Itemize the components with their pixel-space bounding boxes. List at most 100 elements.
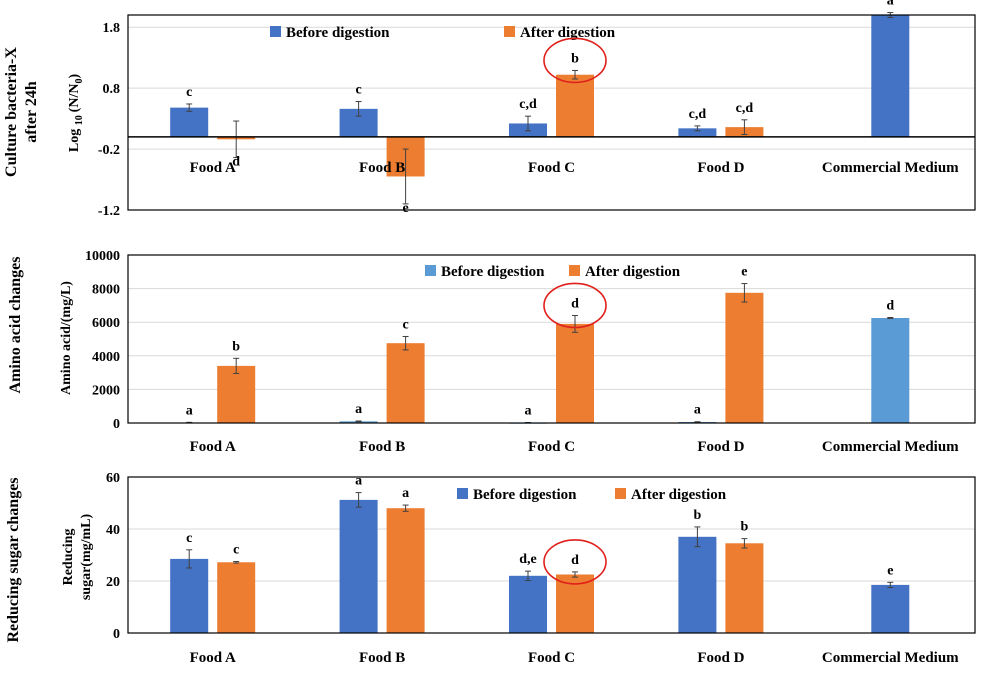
y-axis-label-base: Log [67, 129, 82, 152]
bar-before-0 [170, 558, 209, 633]
y-tick-labels: 0 20 40 60 [106, 471, 120, 642]
category-label: Food C [528, 650, 575, 666]
significance-letter: c,d [736, 101, 754, 116]
plot-frame [127, 14, 976, 211]
highlight-circle [543, 539, 607, 585]
plot-frame [127, 476, 976, 634]
legend-label-before: Before digestion [473, 487, 577, 503]
y-tick-label: 2000 [92, 383, 120, 398]
category-label: Food C [528, 160, 575, 176]
significance-letter: e [402, 201, 408, 216]
y-axis-label-sub1: 10 [74, 115, 85, 125]
y-tick-labels: 0 2000 4000 6000 8000 10000 [85, 249, 120, 432]
row-label-culture-line1: Culture bacteria-X [3, 47, 20, 177]
y-axis-label-sub2: 0 [74, 79, 85, 84]
significance-letter: c [402, 317, 408, 332]
category-label: Food D [697, 650, 744, 666]
significance-letter: d [232, 155, 240, 170]
legend-swatch-after [569, 265, 580, 276]
y-axis-label-line1: Reducing [61, 529, 76, 586]
legend-label-after: After digestion [585, 264, 681, 280]
significance-letter: a [694, 403, 701, 418]
bar-before-3 [678, 128, 717, 137]
category-label: Food B [359, 439, 405, 455]
significance-letter: d [571, 553, 579, 568]
bar-after-2 [556, 323, 594, 423]
bar-after-1 [386, 508, 425, 633]
significance-letter: c [233, 543, 239, 558]
significance-letter: c [186, 531, 192, 546]
legend: Before digestion After digestion [457, 487, 727, 503]
category-label: Commercial Medium [822, 160, 959, 176]
legend-label-before: Before digestion [286, 25, 390, 41]
significance-letter: b [741, 520, 749, 535]
legend: Before digestion After digestion [425, 264, 681, 280]
y-axis-label: Log 10 (N/N0) [67, 74, 85, 153]
bars [170, 499, 910, 633]
significance-letter: c,d [519, 97, 537, 112]
bar-before-2 [509, 575, 547, 633]
significance-letter: b [571, 51, 579, 66]
category-labels: Food A Food B Food C Food D Commercial Mediu… [190, 650, 960, 666]
y-tick-label: 1.8 [103, 21, 121, 36]
legend: Before digestion After digestion [270, 25, 616, 41]
category-label: Food D [697, 439, 744, 455]
error-bars [186, 492, 894, 588]
category-label: Commercial Medium [822, 650, 959, 666]
category-label: Food D [697, 160, 744, 176]
significance-letter: e [741, 265, 747, 280]
row-label-amino: Amino acid changes [7, 257, 24, 394]
y-tick-label: 6000 [92, 316, 120, 331]
legend-swatch-after [504, 26, 515, 37]
bar-before-3 [678, 536, 717, 633]
y-tick-label: 40 [106, 523, 120, 538]
category-label: Food A [190, 439, 236, 455]
category-labels: Food A Food B Food C Food D Commercial Mediu… [190, 439, 960, 455]
legend-label-after: After digestion [631, 487, 727, 503]
bar-after-1 [386, 343, 425, 423]
chart-panel-reducing-sugar: 0 20 40 60 Food A Food B Food C Food D Commerci… [61, 471, 976, 666]
bar-before-4 [871, 15, 910, 137]
significance-letter: c,d [689, 107, 707, 122]
chart-panel-culture: 1.8 0.8 -0.2 -1.2 Food A Food B Food C Food D C… [67, 0, 976, 219]
row-label-sugar: Reducing sugar changes [5, 477, 22, 642]
significance-letter: a [186, 403, 193, 418]
y-tick-label: -1.2 [98, 204, 120, 219]
y-axis-label-end: ) [67, 74, 82, 79]
bar-before-1 [339, 499, 378, 633]
legend-swatch-after [615, 488, 626, 499]
significance-letter: e [887, 563, 893, 578]
significance-letters: a a a a d b c d e [186, 265, 895, 419]
legend-label-before: Before digestion [441, 264, 545, 280]
significance-letters: c c c,d c,d a d e b c,d [186, 0, 894, 216]
legend-swatch-before [457, 488, 468, 499]
bar-after-0 [217, 562, 256, 633]
bar-before-4 [871, 318, 910, 423]
significance-letter: a [355, 402, 362, 417]
category-label: Food A [190, 160, 236, 176]
bar-before-0 [170, 107, 209, 137]
y-tick-label: 20 [106, 575, 120, 590]
error-bars [186, 283, 894, 424]
bar-after-0 [217, 365, 256, 423]
category-label: Food C [528, 439, 575, 455]
legend-label-after: After digestion [520, 25, 616, 41]
y-tick-label: 10000 [85, 249, 120, 264]
y-tick-label: 0.8 [103, 82, 121, 97]
plot-frame [127, 254, 976, 424]
significance-letter: d [571, 296, 579, 311]
legend-swatch-before [425, 265, 436, 276]
bars [170, 292, 910, 424]
significance-letter: d [886, 298, 894, 313]
gridlines [128, 26, 975, 211]
y-tick-label: 8000 [92, 283, 120, 298]
bar-after-3 [725, 543, 764, 633]
legend-swatch-before [270, 26, 281, 37]
category-label: Food B [359, 160, 405, 176]
y-tick-label: 0 [113, 627, 120, 642]
significance-letter: a [525, 403, 532, 418]
y-tick-label: 60 [106, 471, 120, 486]
row-label-culture-line2: after 24h [23, 81, 40, 143]
